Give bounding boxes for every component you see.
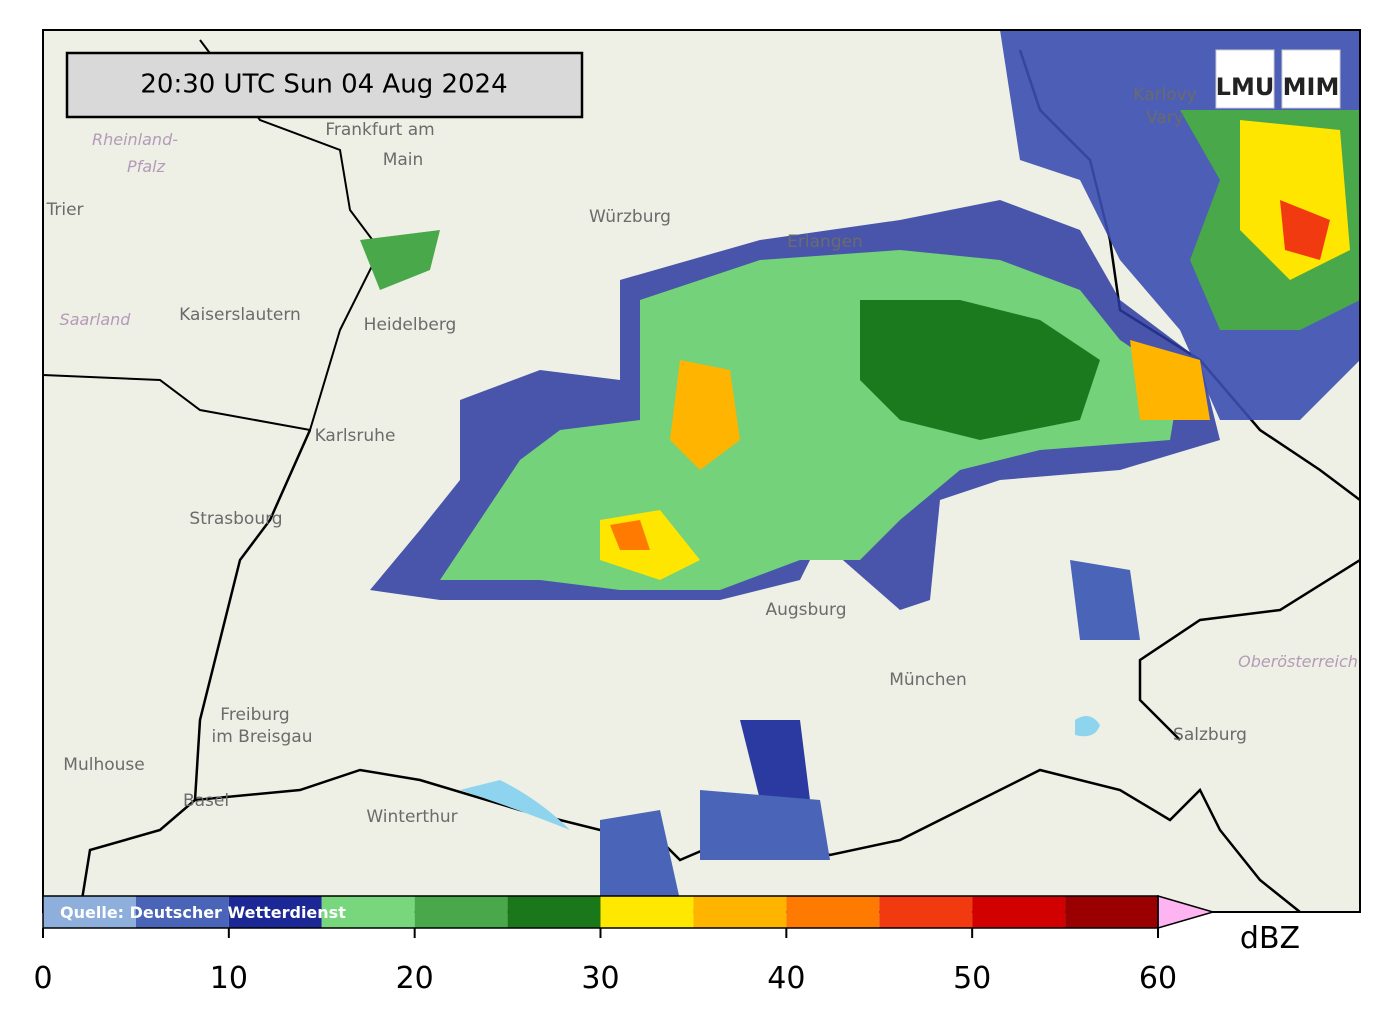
tick-label: 30 (581, 961, 619, 996)
colorbar-segment (507, 896, 601, 928)
border (78, 429, 312, 912)
place-label: Trier (45, 200, 83, 220)
colorbar-segment (228, 896, 322, 928)
colorbar-segment (1065, 896, 1158, 928)
colorbar-segment (600, 896, 694, 928)
place-label: Mulhouse (63, 755, 144, 775)
place-label: Erlangen (787, 232, 863, 252)
place-label: Freiburg (220, 705, 289, 725)
place-label: Augsburg (765, 600, 846, 620)
region-label: Oberösterreich (1238, 652, 1358, 671)
region-label: Rheinland- (92, 130, 178, 149)
place-label: Karlovy (1133, 85, 1197, 105)
colorbar-segment (414, 896, 508, 928)
colorbar: Quelle: Deutscher Wetterdienst 0 10 20 30 40 5… (33, 895, 1300, 996)
border (43, 39, 382, 432)
tick-label: 0 (33, 961, 52, 996)
place-label: im Breisgau (212, 727, 313, 747)
tick-label: 50 (953, 961, 991, 996)
tick-label: 40 (767, 961, 805, 996)
place-label: Heidelberg (364, 315, 457, 335)
border (194, 768, 1301, 912)
logo: LMU (1216, 73, 1275, 101)
tick-label: 20 (396, 961, 434, 996)
colorbar-segment (321, 896, 415, 928)
place-label: Karlsruhe (315, 426, 396, 446)
colorbar-segment (135, 896, 229, 928)
colorbar-segment (972, 896, 1066, 928)
colorbar-segment (43, 896, 136, 928)
tick-label: 60 (1139, 961, 1177, 996)
colorbar-unit: dBZ (1240, 921, 1300, 956)
source-label: Quelle: Deutscher Wetterdienst (60, 903, 346, 922)
place-label: Winterthur (366, 807, 457, 827)
timestamp: 20:30 UTC Sun 04 Aug 2024 (140, 70, 507, 100)
timestamp-box (65, 51, 584, 119)
place-label: Main (383, 150, 424, 170)
place-label: Basel (183, 791, 229, 811)
place-label: Würzburg (589, 207, 671, 227)
lake (1075, 716, 1100, 737)
border (1138, 558, 1360, 741)
place-label: Strasbourg (189, 509, 282, 529)
radar-echoes (360, 30, 1360, 912)
logo-box (1281, 49, 1341, 109)
place-label: Salzburg (1173, 725, 1247, 745)
place-label: Vary (1146, 108, 1184, 128)
place-label: Kaiserslautern (179, 305, 301, 325)
logo: MIM (1283, 73, 1340, 101)
colorbar-segment (693, 896, 787, 928)
map-area: Frankfurt am Main Karlovy Vary Rheinland- Pfa… (43, 30, 1360, 912)
region-label: Pfalz (127, 157, 166, 176)
logo-box (1215, 49, 1275, 109)
lake (460, 780, 570, 830)
region-label: Saarland (60, 310, 132, 329)
place-label: München (889, 670, 967, 690)
place-label: Frankfurt am (325, 120, 434, 140)
colorbar-segment (786, 896, 880, 928)
tick-label: 10 (210, 961, 248, 996)
colorbar-segment (879, 896, 973, 928)
